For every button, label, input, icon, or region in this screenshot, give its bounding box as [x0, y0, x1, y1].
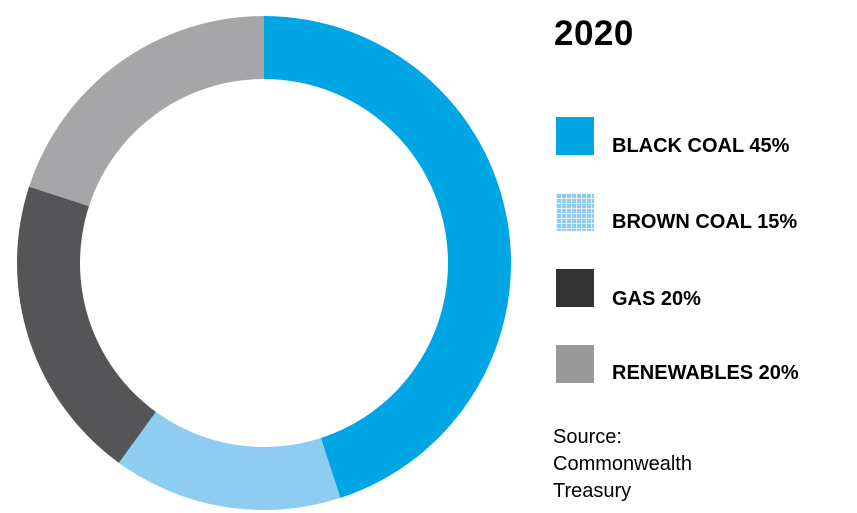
source-line-1: Source: — [553, 426, 622, 448]
donut-slice-black-coal — [264, 16, 511, 498]
chart-title: 2020 — [554, 14, 634, 53]
donut-slice-brown-coal — [118, 411, 341, 510]
donut-chart — [16, 16, 511, 510]
legend-swatch-gas — [556, 269, 594, 307]
legend-label-gas: GAS 20% — [612, 288, 701, 310]
legend-swatch-black-coal — [556, 117, 594, 155]
legend-label-renewables: RENEWABLES 20% — [612, 362, 799, 384]
source-line-2: Commonwealth — [553, 453, 692, 475]
donut-slice-gas — [16, 186, 156, 463]
source-line-3: Treasury — [553, 480, 632, 502]
legend-swatch-brown-coal — [556, 193, 594, 231]
legend-swatch-renewables — [556, 345, 594, 383]
legend-label-black-coal: BLACK COAL 45% — [612, 135, 790, 157]
legend-label-brown-coal: BROWN COAL 15% — [612, 211, 798, 233]
donut-slice-renewables — [29, 16, 265, 207]
source-note: Source: Commonwealth Treasury — [553, 424, 753, 505]
